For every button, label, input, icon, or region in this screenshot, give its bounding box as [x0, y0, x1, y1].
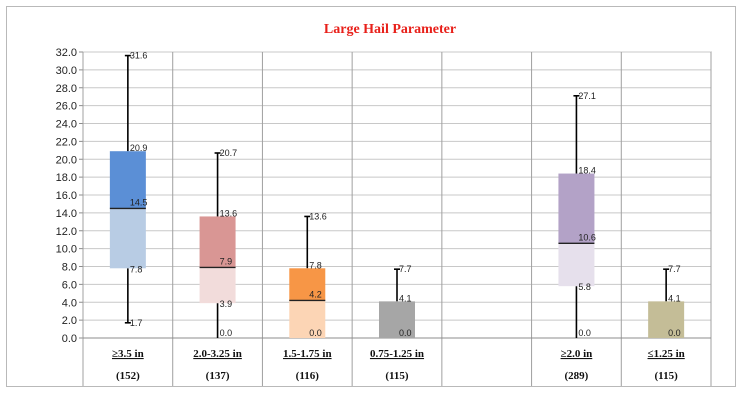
- max-label: 27.1: [578, 91, 596, 101]
- q1-label: 7.8: [130, 264, 143, 274]
- category-count: (289): [565, 370, 589, 382]
- q3-label: 4.1: [399, 293, 412, 303]
- category-count: (116): [296, 370, 320, 382]
- y-tick-label: 28.0: [56, 83, 77, 95]
- y-tick-label: 2.0: [62, 315, 77, 327]
- q3-label: 13.6: [220, 208, 238, 218]
- box-upper: [379, 301, 415, 338]
- box-lower: [289, 300, 326, 338]
- y-tick-label: 8.0: [62, 262, 77, 274]
- y-tick-label: 26.0: [56, 101, 77, 113]
- q1-label: 5.8: [578, 282, 591, 292]
- y-tick-label: 6.0: [62, 279, 77, 291]
- y-tick-label: 32.0: [56, 47, 77, 59]
- y-tick-label: 10.0: [56, 244, 77, 256]
- category-label: ≤1.25 in: [648, 348, 685, 360]
- median-label: 4.2: [309, 289, 322, 299]
- median-label: 14.5: [130, 197, 148, 207]
- q1-label: 3.9: [220, 299, 233, 309]
- box-plot-chart: Large Hail Parameter 0.0 2.0 4.0 6.0 8.0 10.0 1…: [56, 22, 712, 386]
- category-label: 2.0-3.25 in: [193, 348, 242, 360]
- max-label: 7.7: [399, 264, 412, 274]
- y-tick-label: 14.0: [56, 208, 77, 220]
- category-label: ≥3.5 in: [112, 348, 144, 360]
- y-tick-label: 20.0: [56, 154, 77, 166]
- box-upper: [289, 268, 326, 301]
- min-label: 0.0: [309, 328, 322, 338]
- y-tick-label: 24.0: [56, 119, 77, 131]
- max-label: 13.6: [309, 211, 327, 221]
- q3-label: 20.9: [130, 143, 148, 153]
- min-label: 0.0: [220, 328, 233, 338]
- category-label: 0.75-1.25 in: [370, 348, 424, 360]
- box-lower: [199, 267, 236, 304]
- chart-title: Large Hail Parameter: [324, 22, 456, 37]
- y-tick-label: 16.0: [56, 190, 77, 202]
- category-count: (115): [655, 370, 679, 382]
- category-label: ≥2.0 in: [561, 348, 593, 360]
- median-label: 7.9: [220, 256, 233, 266]
- y-tick-label: 30.0: [56, 65, 77, 77]
- min-label: 0.0: [668, 328, 681, 338]
- box-lower: [109, 208, 146, 269]
- min-label: 1.7: [130, 318, 143, 328]
- box-upper: [199, 216, 236, 268]
- y-tick-label: 18.0: [56, 172, 77, 184]
- y-tick-label: 12.0: [56, 226, 77, 238]
- max-label: 31.6: [130, 51, 148, 61]
- box-lower: [558, 243, 595, 287]
- category-count: (115): [385, 370, 409, 382]
- q3-label: 7.8: [309, 260, 322, 270]
- y-tick-label: 4.0: [62, 297, 77, 309]
- chart-frame: Large Hail Parameter 0.0 2.0 4.0 6.0 8.0 10.0 1…: [6, 6, 736, 387]
- y-tick-label: 22.0: [56, 136, 77, 148]
- y-tick-label: 0.0: [62, 333, 77, 345]
- min-label: 0.0: [578, 328, 591, 338]
- category-count: (137): [206, 370, 230, 382]
- box-upper: [558, 173, 595, 244]
- category-count: (152): [116, 370, 140, 382]
- median-label: 10.6: [578, 232, 596, 242]
- box-upper: [109, 151, 146, 209]
- max-label: 7.7: [668, 264, 681, 274]
- max-label: 20.7: [220, 148, 238, 158]
- category-label: 1.5-1.75 in: [283, 348, 332, 360]
- box-upper: [648, 301, 685, 338]
- q3-label: 18.4: [578, 166, 596, 176]
- min-label: 0.0: [399, 328, 412, 338]
- q3-label: 4.1: [668, 293, 681, 303]
